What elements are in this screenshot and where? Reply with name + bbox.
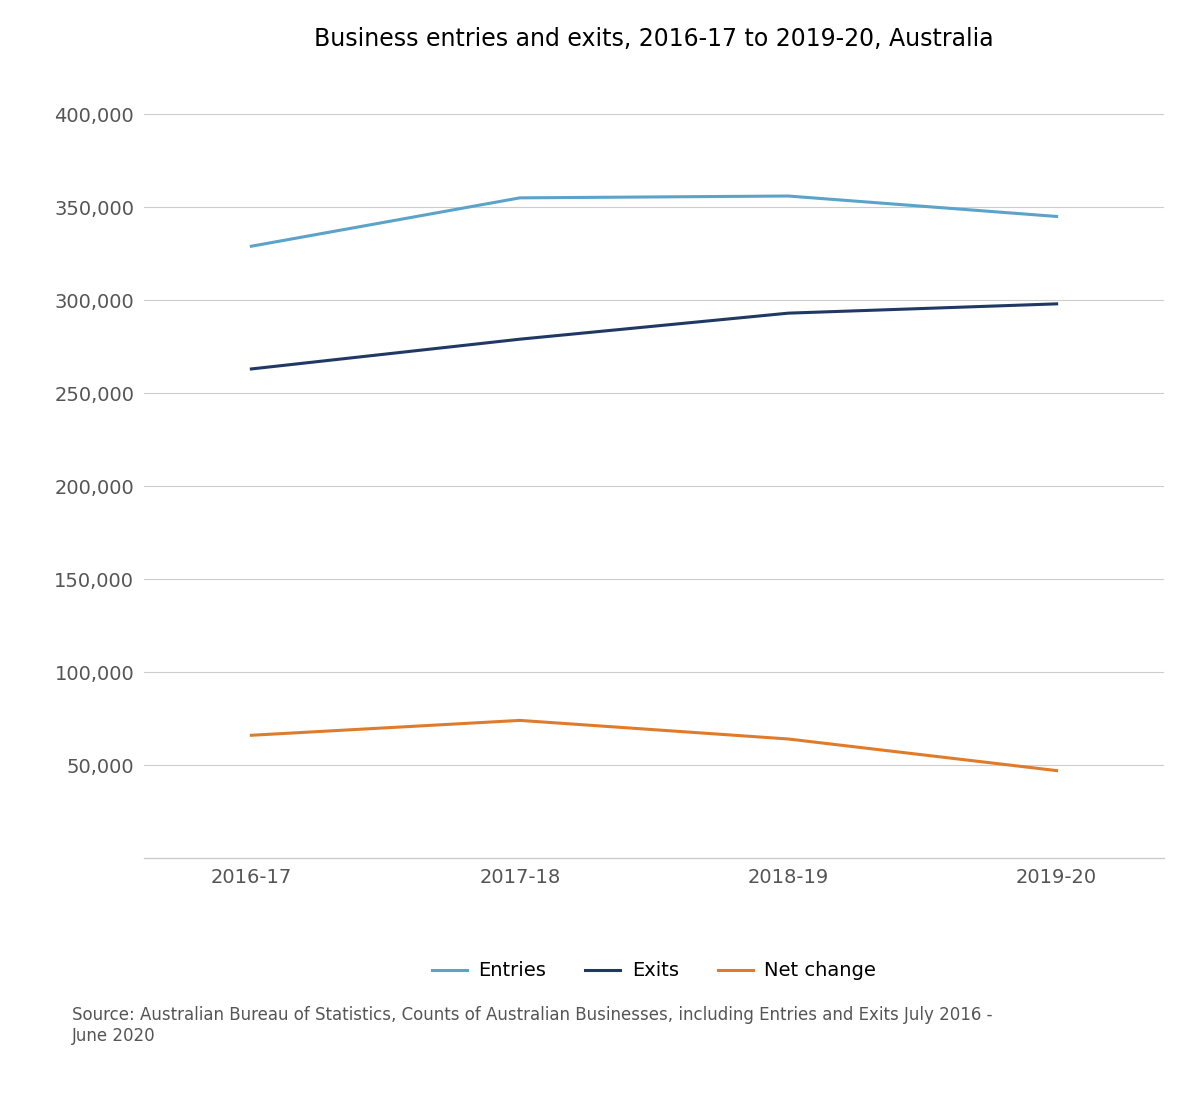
Entries <box>512 191 527 205</box>
Exits <box>1050 297 1064 310</box>
Exits <box>781 307 796 320</box>
Net change <box>244 728 258 741</box>
Title: Business entries and exits, 2016-17 to 2019-20, Australia: Business entries and exits, 2016-17 to 2… <box>314 28 994 52</box>
Line: Exits: Exits <box>251 304 1057 368</box>
Net change <box>781 733 796 746</box>
Exits <box>512 332 527 345</box>
Line: Entries: Entries <box>251 196 1057 246</box>
Text: Source: Australian Bureau of Statistics, Counts of Australian Businesses, includ: Source: Australian Bureau of Statistics,… <box>72 1006 992 1045</box>
Exits <box>244 362 258 375</box>
Line: Net change: Net change <box>251 720 1057 771</box>
Legend: Entries, Exits, Net change: Entries, Exits, Net change <box>424 954 884 988</box>
Entries <box>781 189 796 202</box>
Net change <box>512 714 527 727</box>
Entries <box>1050 210 1064 223</box>
Entries <box>244 240 258 253</box>
Net change <box>1050 764 1064 778</box>
